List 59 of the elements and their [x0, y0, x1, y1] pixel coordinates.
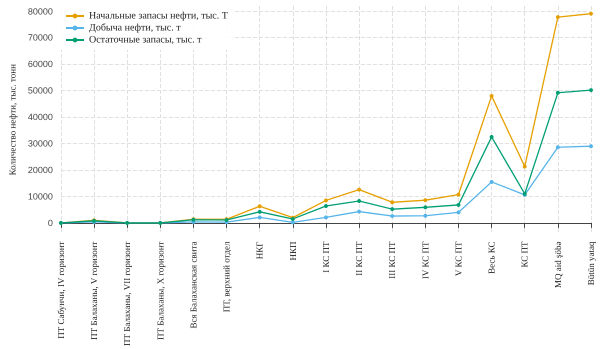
x-tick-label: II КС ПТ [354, 241, 364, 276]
x-tick-label: Вся Балаханская свита [188, 242, 198, 329]
y-tick-label: 0 [48, 218, 53, 228]
x-tick-label: V КС ПТ [453, 241, 464, 276]
x-tick-label: MQ aid şöbə [552, 242, 563, 288]
point [556, 90, 560, 95]
y-tick-label: 20000 [28, 165, 53, 176]
point [357, 210, 362, 214]
point [423, 205, 428, 210]
x-tick-label: НКГ [254, 242, 265, 260]
y-tick-label: 40000 [28, 112, 53, 122]
point [390, 214, 394, 218]
y-axis-title: Количество нефти, тыс. тонн [8, 64, 18, 176]
x-tick-label: I КС ПТ [320, 241, 331, 273]
point [589, 144, 593, 148]
point [390, 200, 394, 204]
point [290, 220, 295, 224]
x-tick-label: Весь КС [486, 242, 497, 274]
x-tick-label: ПТ Балаханы, V горизонт [89, 241, 100, 340]
x-tick-label: ПТ Сабунчи, IV горизонт [56, 241, 66, 339]
point [556, 145, 560, 150]
y-tick-label: 30000 [28, 138, 53, 149]
x-tick-label: Bütün yataq [586, 241, 596, 286]
point [456, 210, 460, 214]
legend-label: Добыча нефти, тыс. т [89, 22, 182, 34]
legend-label: Начальные запасы нефти, тыс. Т [89, 10, 228, 22]
point [258, 210, 262, 214]
y-tick-label: 80000 [28, 6, 53, 16]
x-tick-label: НКП [288, 241, 298, 261]
y-tick-label: 70000 [28, 32, 53, 43]
x-tick-label: ПТ Балаханы, X горизонт [155, 241, 166, 340]
point [423, 214, 428, 218]
point [589, 88, 593, 92]
point [490, 94, 494, 98]
point [324, 204, 328, 208]
point [324, 198, 328, 202]
x-tick-label: IV КС ПТ [420, 241, 430, 280]
point [357, 198, 362, 203]
point [390, 207, 394, 212]
point [556, 15, 560, 20]
point [456, 192, 460, 197]
point [456, 202, 460, 207]
point [589, 12, 593, 16]
point [490, 134, 494, 139]
x-tick-label: ПТ, верхний отдел [222, 241, 232, 312]
point [490, 180, 494, 184]
y-tick-label: 60000 [28, 59, 53, 70]
x-tick-label: КС ПТ [520, 241, 530, 268]
point [258, 215, 262, 220]
point [522, 164, 527, 169]
point [258, 204, 262, 208]
point [324, 215, 328, 220]
y-tick-label: 50000 [28, 86, 53, 96]
point [357, 188, 362, 192]
point [423, 198, 428, 202]
legend-label: Остаточные запасы, тыс. т [89, 34, 202, 46]
y-tick-label: 10000 [28, 191, 53, 202]
x-tick-label: ПТ Балаханы, VII горизонт [122, 241, 132, 346]
x-tick-label: III КС ПТ [387, 241, 398, 279]
